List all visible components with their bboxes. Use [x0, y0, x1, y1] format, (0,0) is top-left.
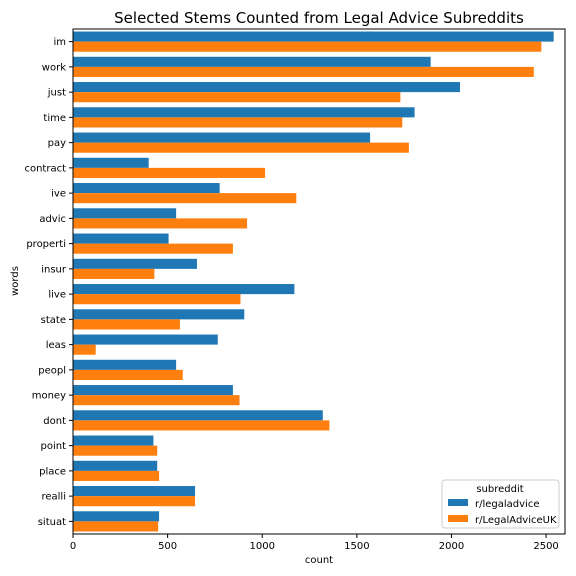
y-tick-label: state	[41, 315, 66, 326]
x-tick-label: 2500	[533, 541, 558, 552]
bar-situat-1	[73, 521, 159, 532]
bar-time-0	[73, 107, 415, 118]
legend-label-legaladvice: r/legaladvice	[475, 499, 540, 510]
y-tick-label: dont	[43, 416, 66, 427]
y-tick-label: realli	[41, 492, 66, 503]
bar-advic-0	[73, 208, 177, 219]
bar-advic-1	[73, 218, 248, 229]
y-axis-label: words	[10, 266, 21, 296]
bar-realli-1	[73, 496, 196, 507]
y-tick-label: money	[32, 391, 66, 402]
x-tick-label: 1500	[344, 541, 369, 552]
x-axis-label: count	[305, 555, 333, 566]
bar-contract-0	[73, 157, 149, 168]
bar-properti-1	[73, 243, 233, 254]
legend-label-legaladviceuk: r/LegalAdviceUK	[475, 515, 557, 526]
bar-just-1	[73, 92, 401, 103]
y-tick-label: situat	[38, 517, 66, 528]
bar-properti-0	[73, 233, 169, 244]
y-tick-label: just	[47, 88, 66, 99]
bar-state-1	[73, 319, 180, 330]
legend-swatch-legaladvice	[448, 499, 468, 506]
bar-peopl-1	[73, 369, 183, 380]
legend: subreddit r/legaladvice r/LegalAdviceUK	[441, 479, 560, 529]
y-tick-label: live	[48, 290, 66, 301]
bar-money-1	[73, 395, 240, 406]
y-tick-label: place	[39, 466, 66, 477]
bar-live-0	[73, 284, 295, 295]
x-ticks: 0 500 1000 1500 2000 2500	[70, 534, 559, 552]
bar-pay-1	[73, 142, 409, 153]
bar-point-1	[73, 445, 158, 456]
bar-work-0	[73, 56, 431, 67]
bar-situat-0	[73, 511, 160, 522]
bar-leas-0	[73, 334, 218, 345]
legend-frame	[441, 479, 560, 529]
x-tick-label: 2000	[439, 541, 464, 552]
y-tick-label: peopl	[38, 365, 66, 376]
bar-realli-0	[73, 486, 196, 497]
bar-contract-1	[73, 167, 266, 178]
chart-title: Selected Stems Counted from Legal Advice…	[114, 9, 524, 27]
y-tick-label: properti	[26, 239, 66, 250]
bar-place-1	[73, 470, 160, 481]
bars-group	[73, 31, 554, 532]
y-tick-label: time	[43, 113, 66, 124]
bar-insur-1	[73, 268, 155, 279]
bar-im-0	[73, 31, 554, 42]
bar-time-1	[73, 117, 403, 128]
bar-leas-1	[73, 344, 96, 355]
y-tick-label: contract	[24, 163, 66, 174]
bar-work-1	[73, 66, 534, 77]
bar-money-0	[73, 385, 233, 396]
bar-live-1	[73, 294, 241, 305]
x-tick-label: 500	[158, 541, 177, 552]
y-tick-labels: im work just time pay contract ive advic propert…	[24, 37, 73, 528]
bar-place-0	[73, 460, 158, 471]
legend-title: subreddit	[476, 484, 523, 495]
bar-im-1	[73, 41, 542, 52]
y-tick-label: advic	[39, 214, 66, 225]
y-tick-label: im	[53, 37, 66, 48]
bar-peopl-0	[73, 359, 177, 370]
x-tick-label: 0	[70, 541, 76, 552]
bar-point-0	[73, 435, 154, 446]
plot-frame	[72, 28, 566, 535]
x-tick-label: 1000	[250, 541, 275, 552]
bar-insur-0	[73, 258, 197, 269]
bar-ive-0	[73, 183, 220, 194]
bar-dont-1	[73, 420, 330, 431]
bar-state-0	[73, 309, 245, 320]
y-tick-label: pay	[48, 138, 66, 149]
bar-just-0	[73, 82, 460, 93]
y-tick-label: work	[42, 62, 66, 73]
bar-ive-1	[73, 193, 297, 204]
y-tick-label: ive	[51, 189, 66, 200]
y-tick-label: point	[40, 441, 66, 452]
legend-swatch-legaladviceuk	[448, 515, 468, 522]
bar-dont-0	[73, 410, 323, 421]
y-tick-label: leas	[46, 340, 66, 351]
y-tick-label: insur	[41, 264, 67, 275]
bar-pay-0	[73, 132, 371, 143]
